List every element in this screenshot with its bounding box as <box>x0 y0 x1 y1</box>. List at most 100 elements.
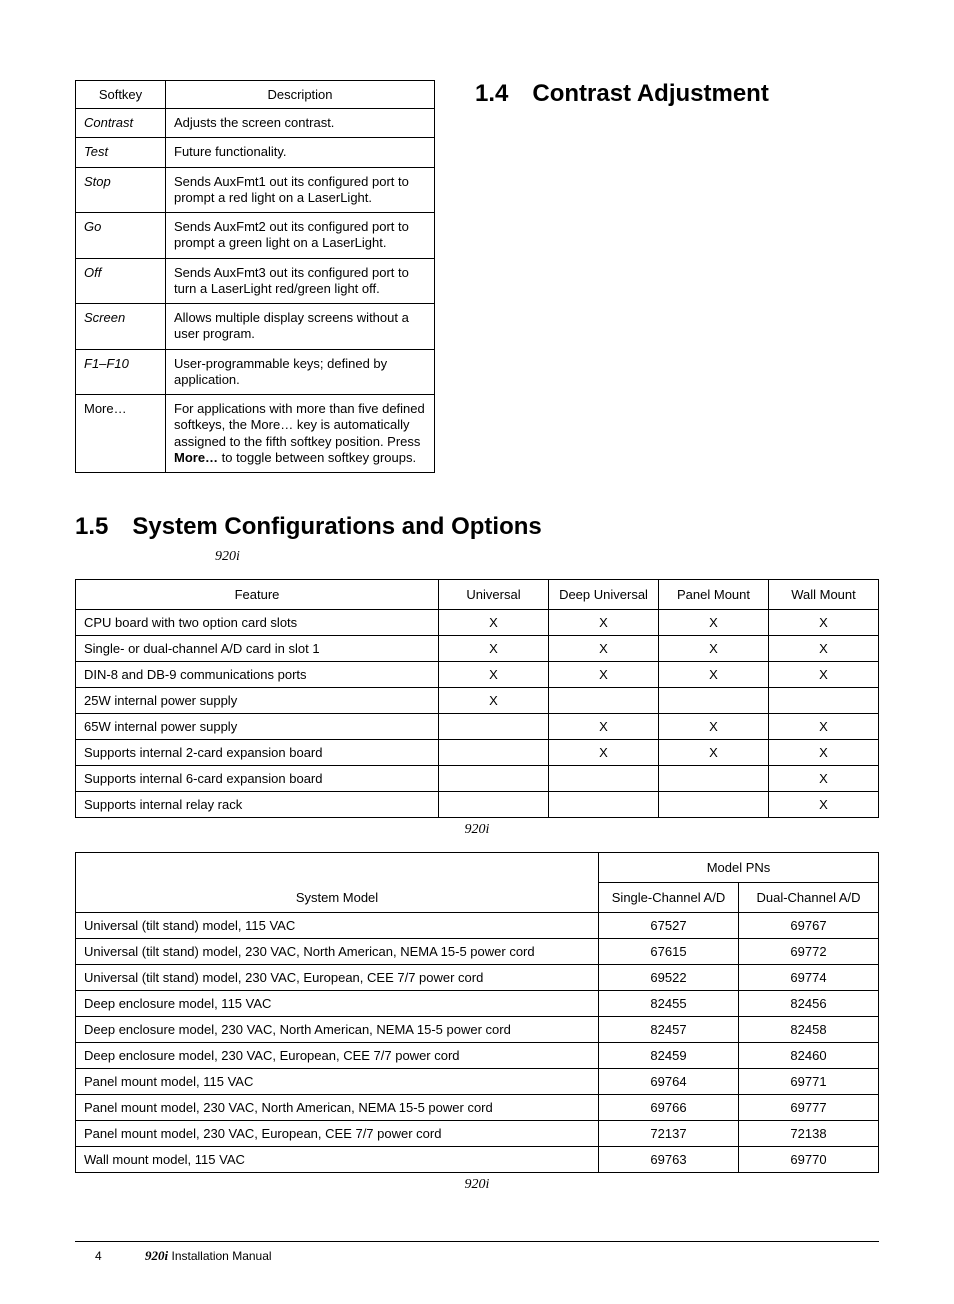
mark-cell: X <box>659 610 769 636</box>
feature-cell: Supports internal 6-card expansion board <box>76 766 439 792</box>
table-row: StopSends AuxFmt1 out its configured por… <box>76 167 435 213</box>
mark-cell: X <box>769 636 879 662</box>
mark-cell <box>659 792 769 818</box>
section-1-4: 1.4 Contrast Adjustment <box>475 80 879 473</box>
section-title: Contrast Adjustment <box>532 80 768 108</box>
single-channel-cell: 67615 <box>599 939 739 965</box>
system-model-cell: Universal (tilt stand) model, 230 VAC, N… <box>76 939 599 965</box>
single-channel-cell: 69764 <box>599 1069 739 1095</box>
table-row: DIN-8 and DB-9 communications portsXXXX <box>76 662 879 688</box>
single-channel-cell: 72137 <box>599 1121 739 1147</box>
section-head-1-4: 1.4 Contrast Adjustment <box>475 80 879 108</box>
pn-tbody: Universal (tilt stand) model, 115 VAC675… <box>76 913 879 1173</box>
feature-cell: 65W internal power supply <box>76 714 439 740</box>
table-row: Panel mount model, 230 VAC, North Americ… <box>76 1095 879 1121</box>
softkey-cell: Go <box>76 213 166 259</box>
table-row: Universal (tilt stand) model, 230 VAC, E… <box>76 965 879 991</box>
system-model-cell: Panel mount model, 115 VAC <box>76 1069 599 1095</box>
table-header-row: Softkey Description <box>76 81 435 109</box>
mark-cell: X <box>659 636 769 662</box>
footer-rule <box>75 1241 879 1242</box>
mark-cell <box>439 766 549 792</box>
table-row: 65W internal power supplyXXX <box>76 714 879 740</box>
dual-channel-cell: 82458 <box>739 1017 879 1043</box>
caption: 920i <box>215 549 879 565</box>
dual-channel-cell: 69777 <box>739 1095 879 1121</box>
single-channel-cell: 82457 <box>599 1017 739 1043</box>
section-head-1-5: 1.5 System Configurations and Options <box>75 513 879 541</box>
deep-universal-header: Deep Universal <box>549 580 659 610</box>
dual-channel-cell: 69771 <box>739 1069 879 1095</box>
description-cell: Future functionality. <box>166 138 435 167</box>
system-model-cell: Panel mount model, 230 VAC, European, CE… <box>76 1121 599 1147</box>
mark-cell: X <box>769 662 879 688</box>
table-row: Deep enclosure model, 115 VAC8245582456 <box>76 991 879 1017</box>
mark-cell <box>439 714 549 740</box>
wall-mount-header: Wall Mount <box>769 580 879 610</box>
description-cell: Allows multiple display screens without … <box>166 304 435 350</box>
table-row: OffSends AuxFmt3 out its configured port… <box>76 258 435 304</box>
table-row: GoSends AuxFmt2 out its configured port … <box>76 213 435 259</box>
single-channel-cell: 69766 <box>599 1095 739 1121</box>
section-1-5: 1.5 System Configurations and Options 92… <box>75 513 879 1193</box>
table-header-row: System Model Model PNs <box>76 853 879 883</box>
mark-cell: X <box>549 636 659 662</box>
table-row: Single- or dual-channel A/D card in slot… <box>76 636 879 662</box>
table-row: Supports internal 2-card expansion board… <box>76 740 879 766</box>
mark-cell: X <box>769 792 879 818</box>
table-row: Panel mount model, 230 VAC, European, CE… <box>76 1121 879 1147</box>
mark-cell: X <box>439 610 549 636</box>
dual-channel-cell: 69772 <box>739 939 879 965</box>
table-row: TestFuture functionality. <box>76 138 435 167</box>
page-number: 4 <box>95 1249 102 1263</box>
page-footer: 4 920i Installation Manual <box>75 1248 879 1264</box>
system-model-header: System Model <box>76 853 599 913</box>
feature-header: Feature <box>76 580 439 610</box>
single-channel-header: Single-Channel A/D <box>599 883 739 913</box>
mark-cell <box>769 688 879 714</box>
softkey-cell: Contrast <box>76 109 166 138</box>
universal-header: Universal <box>439 580 549 610</box>
description-header: Description <box>166 81 435 109</box>
mark-cell <box>659 688 769 714</box>
features-tbody: CPU board with two option card slotsXXXX… <box>76 610 879 818</box>
feature-cell: Supports internal relay rack <box>76 792 439 818</box>
table-row: Panel mount model, 115 VAC6976469771 <box>76 1069 879 1095</box>
table-row: Wall mount model, 115 VAC6976369770 <box>76 1147 879 1173</box>
system-model-cell: Deep enclosure model, 230 VAC, North Ame… <box>76 1017 599 1043</box>
single-channel-cell: 69763 <box>599 1147 739 1173</box>
mark-cell: X <box>439 636 549 662</box>
description-cell: Sends AuxFmt2 out its configured port to… <box>166 213 435 259</box>
system-model-cell: Deep enclosure model, 115 VAC <box>76 991 599 1017</box>
mark-cell <box>549 792 659 818</box>
table-row: CPU board with two option card slotsXXXX <box>76 610 879 636</box>
dual-channel-header: Dual-Channel A/D <box>739 883 879 913</box>
table-row: F1–F10User-programmable keys; defined by… <box>76 349 435 395</box>
caption: 920i <box>75 822 879 838</box>
mark-cell: X <box>659 740 769 766</box>
mark-cell: X <box>769 740 879 766</box>
softkey-table: Softkey Description ContrastAdjusts the … <box>75 80 435 473</box>
mark-cell: X <box>439 688 549 714</box>
feature-cell: 25W internal power supply <box>76 688 439 714</box>
single-channel-cell: 82455 <box>599 991 739 1017</box>
single-channel-cell: 67527 <box>599 913 739 939</box>
softkey-cell: F1–F10 <box>76 349 166 395</box>
table-row: Deep enclosure model, 230 VAC, North Ame… <box>76 1017 879 1043</box>
softkey-header: Softkey <box>76 81 166 109</box>
feature-cell: DIN-8 and DB-9 communications ports <box>76 662 439 688</box>
softkey-cell: Stop <box>76 167 166 213</box>
footer-title: Installation Manual <box>168 1249 271 1263</box>
dual-channel-cell: 69774 <box>739 965 879 991</box>
dual-channel-cell: 69770 <box>739 1147 879 1173</box>
system-model-cell: Universal (tilt stand) model, 230 VAC, E… <box>76 965 599 991</box>
table-row: ContrastAdjusts the screen contrast. <box>76 109 435 138</box>
mark-cell: X <box>769 766 879 792</box>
section-num: 1.4 <box>475 80 508 108</box>
description-cell: Sends AuxFmt3 out its configured port to… <box>166 258 435 304</box>
single-channel-cell: 82459 <box>599 1043 739 1069</box>
system-model-cell: Universal (tilt stand) model, 115 VAC <box>76 913 599 939</box>
description-cell: Adjusts the screen contrast. <box>166 109 435 138</box>
mark-cell: X <box>549 714 659 740</box>
top-row: Softkey Description ContrastAdjusts the … <box>75 80 879 473</box>
